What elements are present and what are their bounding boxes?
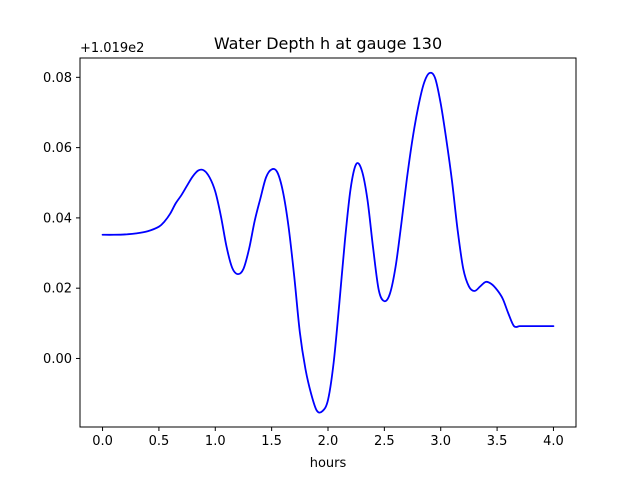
y-tick-label: 0.02 xyxy=(43,282,72,297)
plot-area xyxy=(101,71,555,414)
chart-title: Water Depth h at gauge 130 xyxy=(214,34,442,53)
x-tick-label: 2.5 xyxy=(374,434,395,449)
water-depth-series-line xyxy=(101,71,555,414)
y-tick-label: 0.06 xyxy=(43,141,72,156)
x-tick-label: 3.0 xyxy=(430,434,451,449)
x-tick-label: 0.0 xyxy=(92,434,113,449)
x-tick-label: 1.0 xyxy=(205,434,226,449)
y-tick-label: 0.00 xyxy=(43,352,72,367)
x-tick-label: 2.0 xyxy=(318,434,339,449)
x-axis-ticks: 0.0 0.5 1.0 1.5 2.0 2.5 3.0 3.5 4.0 xyxy=(92,427,564,449)
x-tick-label: 0.5 xyxy=(149,434,170,449)
x-tick-label: 1.5 xyxy=(261,434,282,449)
x-axis-label: hours xyxy=(310,456,347,471)
x-tick-label: 4.0 xyxy=(543,434,564,449)
y-axis-ticks: 0.00 0.02 0.04 0.06 0.08 xyxy=(43,71,80,367)
axes-frame xyxy=(79,57,577,428)
y-axis-offset-label: +1.019e2 xyxy=(80,41,144,56)
x-tick-label: 3.5 xyxy=(487,434,508,449)
y-tick-label: 0.04 xyxy=(43,211,72,226)
y-tick-label: 0.08 xyxy=(43,71,72,86)
